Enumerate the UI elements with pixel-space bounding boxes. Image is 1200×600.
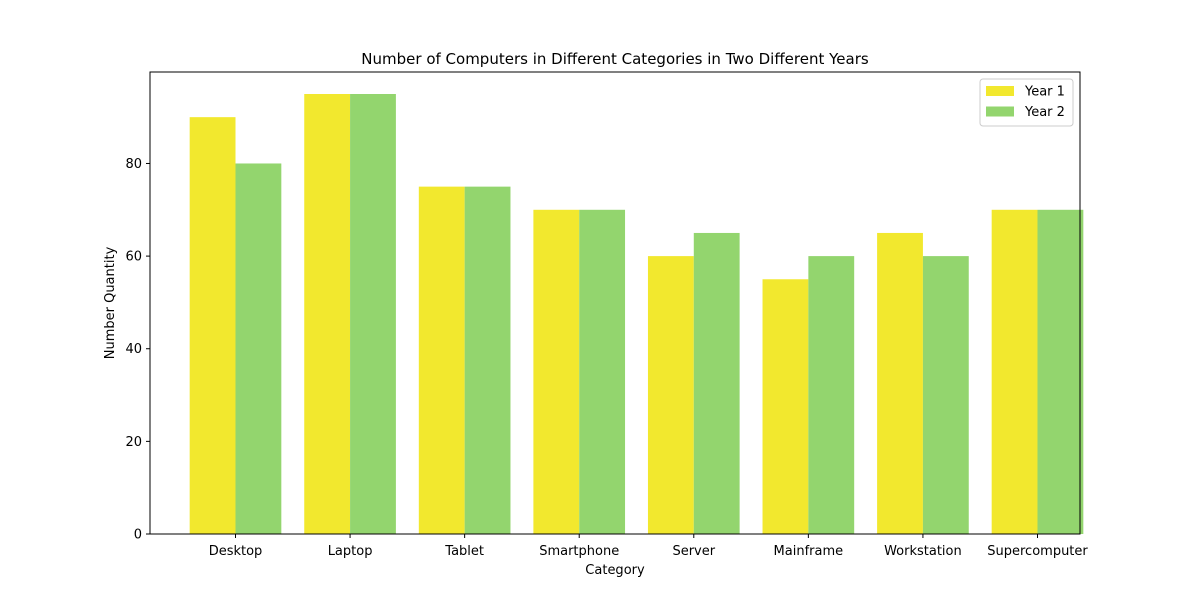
bar-2-smartphone <box>579 209 626 534</box>
legend-swatch <box>986 86 1014 96</box>
x-tick-label: Tablet <box>444 544 484 559</box>
bar-1-laptop <box>304 94 351 534</box>
x-tick-label: Mainframe <box>774 544 844 559</box>
bar-2-server <box>693 232 740 534</box>
bar-2-mainframe <box>808 256 855 534</box>
bar-1-workstation <box>877 232 923 534</box>
x-tick-label: Workstation <box>884 544 962 559</box>
bar-1-tablet <box>418 186 465 534</box>
bar-1-supercomputer <box>991 209 1038 534</box>
x-tick-label: Laptop <box>328 544 373 559</box>
y-axis-ticks: 0 20 40 60 80 <box>125 157 150 543</box>
y-tick-label: 0 <box>134 528 142 543</box>
bar-2-laptop <box>350 94 396 534</box>
chart-title: Number of Computers in Different Categor… <box>361 50 869 68</box>
bars-group <box>189 94 1084 534</box>
x-axis-ticks: Desktop Laptop Tablet Smartphone Server Mainf… <box>209 534 1088 559</box>
x-tick-label: Smartphone <box>539 544 619 559</box>
y-tick-label: 80 <box>125 157 142 172</box>
bar-1-mainframe <box>762 279 809 534</box>
bar-1-desktop <box>189 117 236 534</box>
x-axis-label: Category <box>585 563 645 578</box>
bar-2-tablet <box>464 186 511 534</box>
x-tick-label: Supercomputer <box>987 544 1088 559</box>
bar-2-workstation <box>922 256 969 534</box>
legend-label: Year 2 <box>1024 105 1065 120</box>
x-tick-label: Desktop <box>209 544 263 559</box>
y-axis-label: Number Quantity <box>103 246 118 359</box>
legend-swatch <box>986 106 1014 117</box>
bar-1-server <box>647 256 694 534</box>
y-tick-label: 40 <box>125 342 142 357</box>
bar-2-supercomputer <box>1037 209 1084 534</box>
x-tick-label: Server <box>672 544 715 559</box>
bar-2-desktop <box>235 163 282 534</box>
legend-label: Year 1 <box>1024 85 1065 100</box>
plot-frame <box>149 71 1081 535</box>
bar-1-smartphone <box>533 209 580 534</box>
y-tick-label: 20 <box>125 435 142 450</box>
legend: Year 1 Year 2 <box>979 78 1074 127</box>
y-tick-label: 60 <box>125 250 142 265</box>
